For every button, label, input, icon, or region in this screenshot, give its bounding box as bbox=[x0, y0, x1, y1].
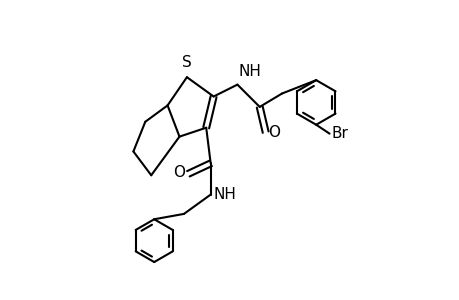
Text: S: S bbox=[182, 55, 191, 70]
Text: O: O bbox=[173, 165, 185, 180]
Text: NH: NH bbox=[213, 187, 235, 202]
Text: Br: Br bbox=[330, 126, 347, 141]
Text: NH: NH bbox=[238, 64, 261, 79]
Text: O: O bbox=[268, 125, 280, 140]
